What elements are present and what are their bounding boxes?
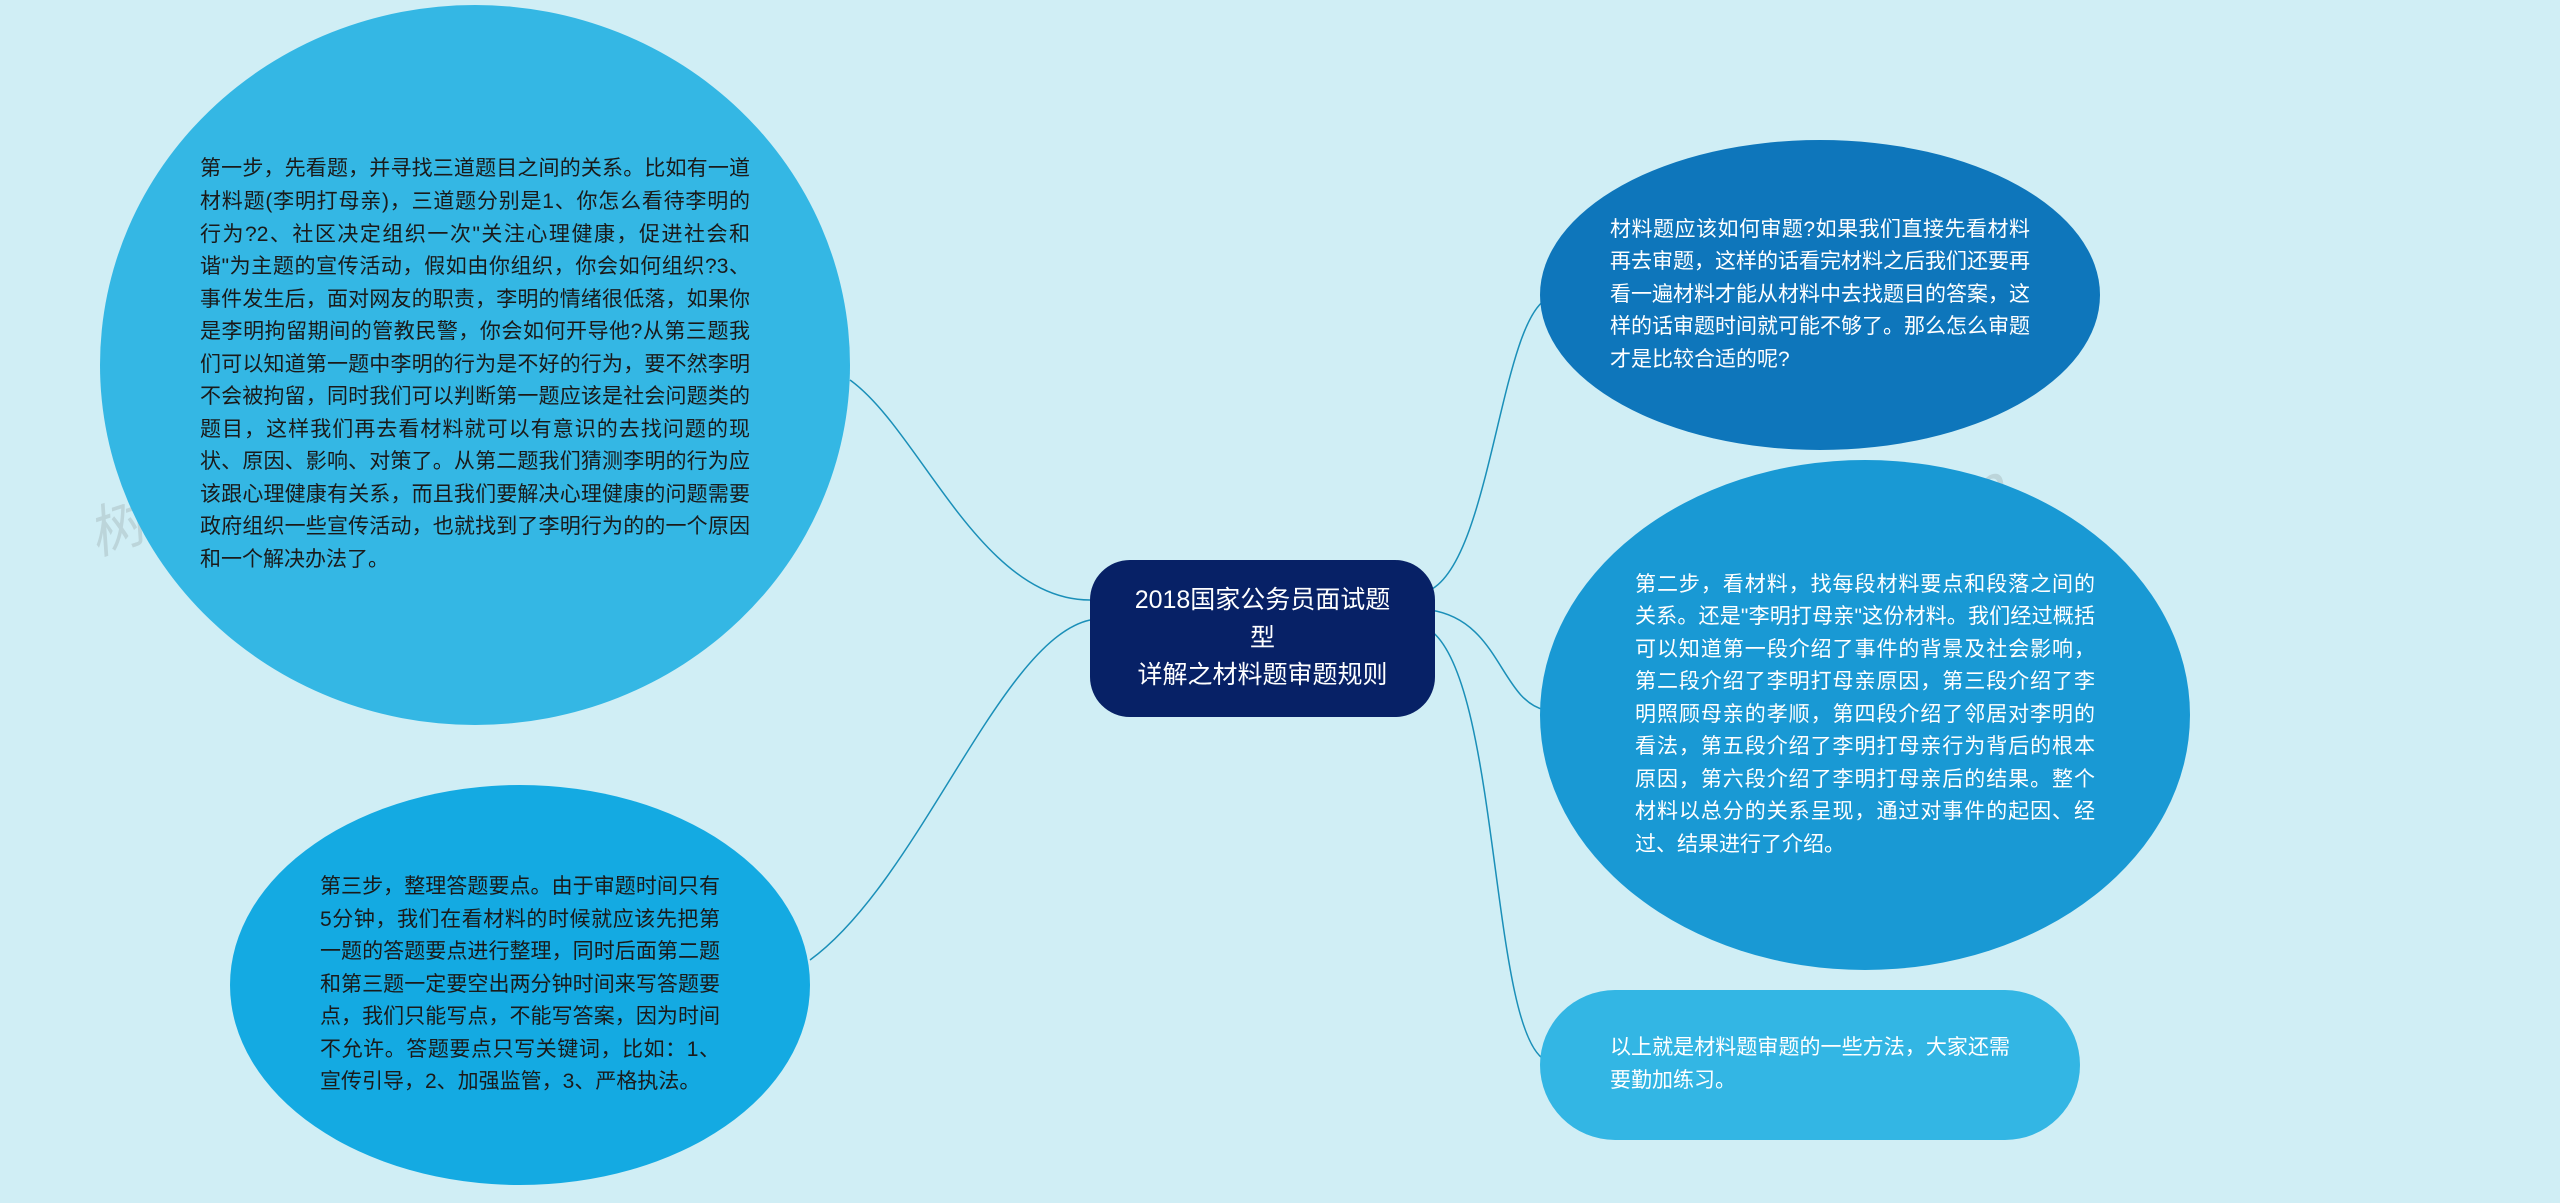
node-step1: 第一步，先看题，并寻找三道题目之间的关系。比如有一道材料题(李明打母亲)，三道题… <box>100 5 850 725</box>
node-conclusion-text: 以上就是材料题审题的一些方法，大家还需要勤加练习。 <box>1610 1032 2010 1097</box>
node-intro: 材料题应该如何审题?如果我们直接先看材料再去审题，这样的话看完材料之后我们还要再… <box>1540 140 2100 450</box>
center-node: 2018国家公务员面试题型 详解之材料题审题规则 <box>1090 560 1435 717</box>
node-step2-text: 第二步，看材料，找每段材料要点和段落之间的关系。还是"李明打母亲"这份材料。我们… <box>1635 569 2095 862</box>
node-conclusion: 以上就是材料题审题的一些方法，大家还需要勤加练习。 <box>1540 990 2080 1140</box>
node-intro-text: 材料题应该如何审题?如果我们直接先看材料再去审题，这样的话看完材料之后我们还要再… <box>1610 214 2030 377</box>
center-title-line2: 详解之材料题审题规则 <box>1130 657 1395 695</box>
center-title-line1: 2018国家公务员面试题型 <box>1130 582 1395 657</box>
node-step1-text: 第一步，先看题，并寻找三道题目之间的关系。比如有一道材料题(李明打母亲)，三道题… <box>200 153 750 576</box>
node-step2: 第二步，看材料，找每段材料要点和段落之间的关系。还是"李明打母亲"这份材料。我们… <box>1540 460 2190 970</box>
node-step3-text: 第三步，整理答题要点。由于审题时间只有5分钟，我们在看材料的时候就应该先把第一题… <box>320 871 720 1099</box>
node-step3: 第三步，整理答题要点。由于审题时间只有5分钟，我们在看材料的时候就应该先把第一题… <box>230 785 810 1185</box>
